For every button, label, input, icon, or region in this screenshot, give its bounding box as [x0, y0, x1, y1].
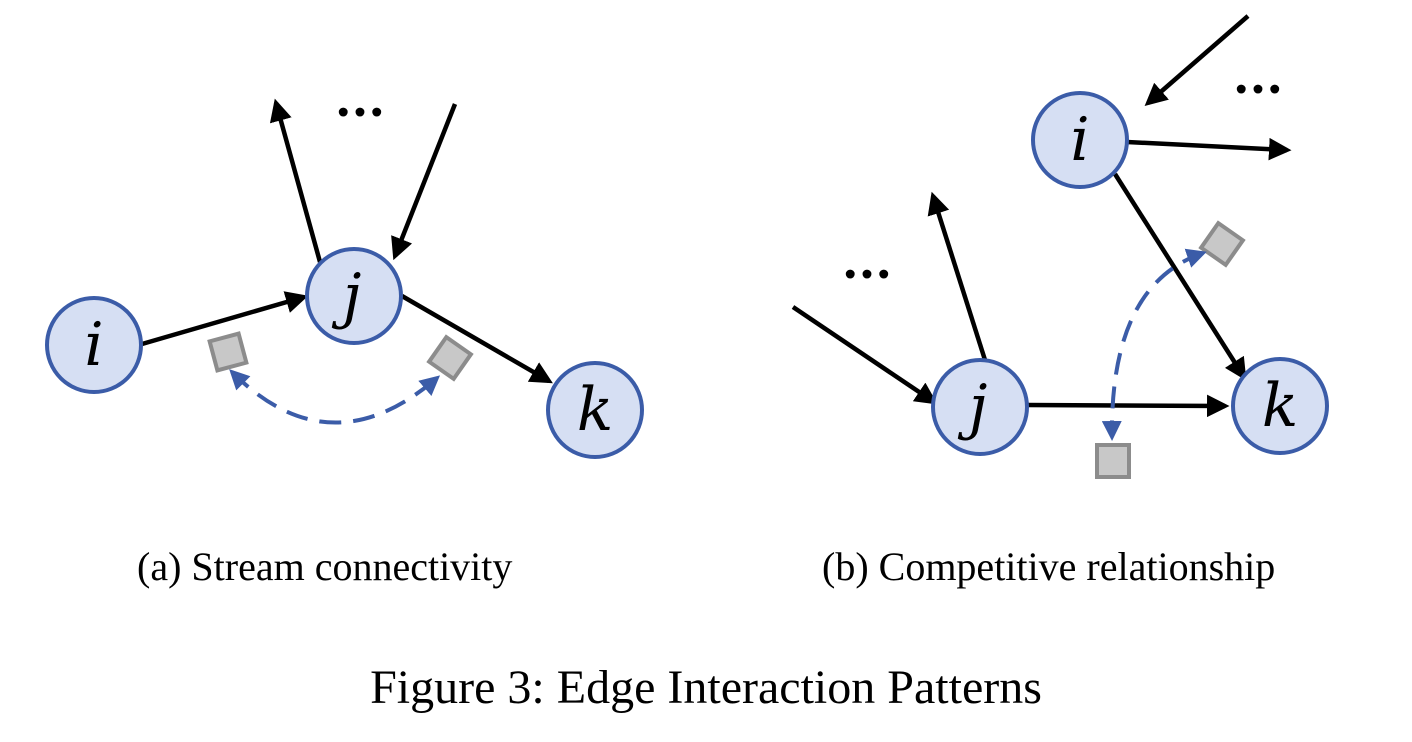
node-k	[1231, 357, 1329, 455]
caption-b: (b) Competitive relationship	[822, 544, 1276, 589]
edge-j-to-k	[1026, 394, 1230, 418]
ellipsis: ...	[335, 72, 385, 128]
token-square	[426, 334, 474, 382]
node-j	[305, 247, 403, 345]
panel-a: i j k ...	[45, 72, 644, 459]
node-k-label: k	[1262, 371, 1298, 441]
node-k	[546, 361, 644, 459]
edge-j-outgoing	[269, 98, 323, 263]
token-square	[1095, 443, 1131, 479]
edge-j-to-k	[400, 294, 553, 384]
node-i	[45, 296, 143, 394]
ellipsis-top: ...	[1233, 49, 1283, 105]
dashed-interaction-arrow	[229, 369, 441, 425]
node-i	[1031, 91, 1129, 189]
token-square	[1198, 220, 1246, 268]
panel-b: i j k ... ...	[791, 14, 1329, 479]
node-j	[931, 358, 1029, 456]
node-k-label: k	[577, 375, 613, 445]
edge-incoming-to-j	[791, 305, 938, 405]
edge-incoming-to-i	[1144, 14, 1250, 106]
token-square	[207, 331, 249, 373]
edge-i-to-j	[141, 291, 309, 347]
edge-i-to-k	[1113, 172, 1247, 381]
dashed-interaction-arrow	[1101, 248, 1207, 441]
edge-j-outgoing	[927, 191, 988, 361]
edge-incoming-to-j	[391, 103, 458, 261]
ellipsis-left: ...	[842, 234, 892, 290]
node-i-label: i	[84, 310, 103, 380]
caption-a: (a) Stream connectivity	[137, 544, 513, 589]
figure-caption: Figure 3: Edge Interaction Patterns	[370, 661, 1042, 714]
edge-i-outgoing	[1126, 137, 1292, 161]
node-i-label: i	[1070, 105, 1089, 175]
